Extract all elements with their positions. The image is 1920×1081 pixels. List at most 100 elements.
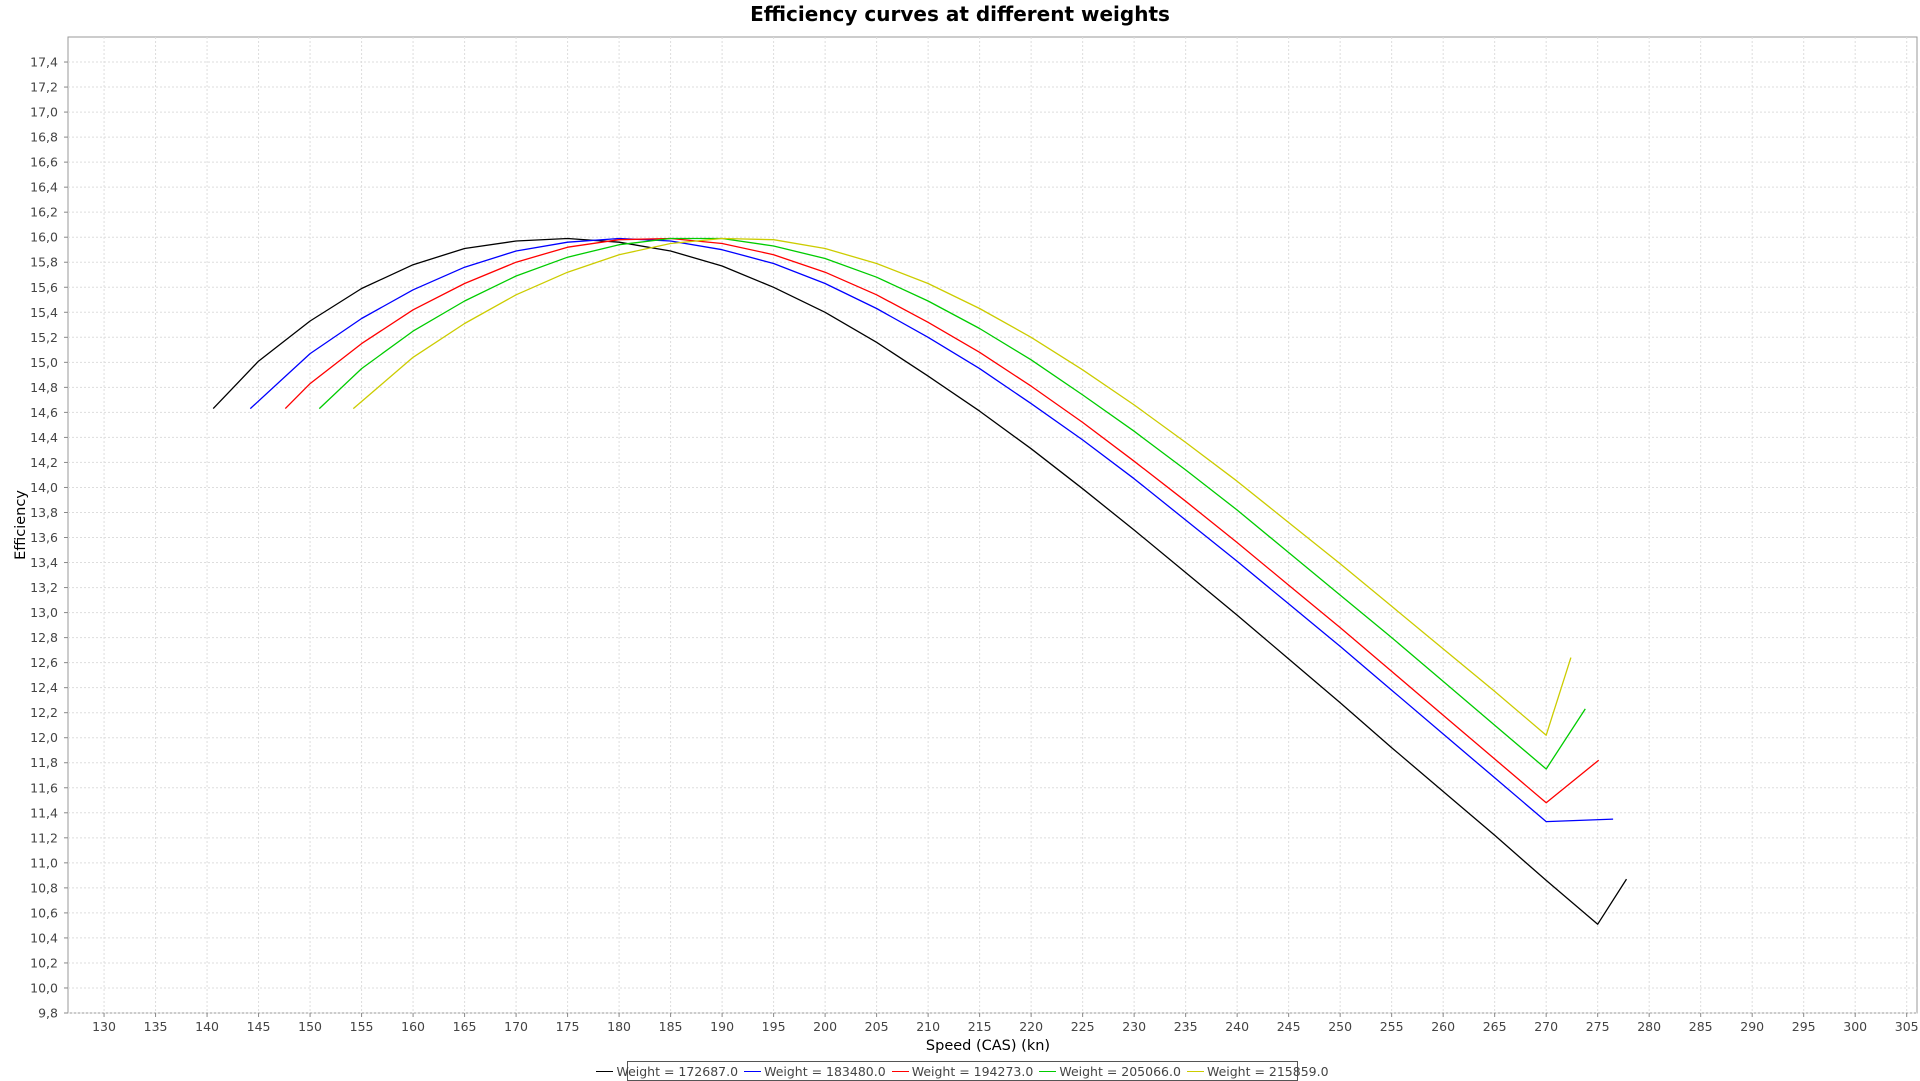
x-tick-label: 185 (659, 1019, 683, 1034)
x-tick-label: 145 (247, 1019, 271, 1034)
y-tick-label: 10,0 (30, 980, 58, 995)
legend-item: Weight = 172687.0 (596, 1064, 738, 1079)
x-tick-label: 290 (1740, 1019, 1764, 1034)
x-tick-label: 265 (1483, 1019, 1507, 1034)
x-tick-label: 150 (298, 1019, 322, 1034)
x-tick-label: 250 (1328, 1019, 1352, 1034)
y-axis-label: Efficiency (13, 490, 29, 560)
x-axis-label: Speed (CAS) (kn) (926, 1038, 1050, 1054)
y-tick-label: 15,0 (30, 355, 58, 370)
series-line-1 (212, 237, 1628, 925)
y-tick-label: 13,0 (30, 605, 58, 620)
x-tick-label: 160 (401, 1019, 425, 1034)
y-tick-label: 15,2 (30, 330, 58, 345)
x-tick-label: 180 (607, 1019, 631, 1034)
x-tick-label: 130 (92, 1019, 116, 1034)
y-tick-label: 15,4 (30, 305, 58, 320)
y-tick-label: 10,2 (30, 955, 58, 970)
x-tick-label: 195 (762, 1019, 786, 1034)
y-tick-label: 14,0 (30, 480, 58, 495)
x-tick-label: 205 (865, 1019, 889, 1034)
y-tick-label: 16,8 (30, 130, 58, 145)
y-tick-label: 10,8 (30, 880, 58, 895)
x-tick-label: 165 (453, 1019, 477, 1034)
y-tick-label: 15,8 (30, 255, 58, 270)
y-tick-label: 11,4 (30, 805, 58, 820)
x-tick-label: 155 (350, 1019, 374, 1034)
y-tick-label: 11,8 (30, 755, 58, 770)
grid-layer (68, 37, 1917, 1014)
legend-item: Weight = 194273.0 (891, 1063, 1034, 1079)
legend-item: Weight = 205066.0 (1039, 1064, 1181, 1079)
y-tick-label: 17,2 (30, 80, 58, 95)
chart-title: Efficiency curves at different weights (750, 2, 1170, 26)
y-tick-label: 12,2 (30, 705, 58, 720)
legend-item: Weight = 183480.0 (744, 1064, 886, 1079)
x-tick-label: 140 (195, 1019, 219, 1034)
x-tick-label: 225 (1071, 1019, 1095, 1034)
x-tick-label: 135 (144, 1019, 168, 1034)
x-tick-label: 170 (504, 1019, 528, 1034)
x-tick-label: 285 (1689, 1019, 1713, 1034)
x-tick-label: 215 (968, 1019, 992, 1034)
y-tick-label: 13,6 (30, 530, 58, 545)
x-tick-label: 275 (1586, 1019, 1610, 1034)
x-tick-label: 230 (1122, 1019, 1146, 1034)
plot-area (67, 36, 1918, 1014)
legend-label: Weight = 183480.0 (764, 1063, 886, 1079)
x-tick-label: 175 (556, 1019, 580, 1034)
y-tick-label: 17,4 (30, 55, 58, 70)
y-tick-label: 12,0 (30, 730, 58, 745)
y-tick-label: 12,8 (30, 630, 58, 645)
legend-swatch (1186, 1070, 1204, 1072)
y-tick-label: 11,2 (30, 830, 58, 845)
y-tick-label: 15,6 (30, 280, 58, 295)
y-tick-label: 13,8 (30, 505, 58, 520)
x-tick-label: 300 (1843, 1019, 1867, 1034)
legend-label: Weight = 172687.0 (616, 1063, 739, 1079)
y-tick-label: 16,2 (30, 205, 58, 220)
legend-swatch (744, 1070, 762, 1072)
x-tick-label: 220 (1019, 1019, 1043, 1034)
y-tick-label: 13,4 (30, 555, 58, 570)
legend-swatch (596, 1070, 614, 1072)
legend-label: Weight = 205066.0 (1059, 1063, 1181, 1079)
legend-item: Weight = 215859.0 (1186, 1063, 1329, 1079)
x-tick-label: 190 (710, 1019, 734, 1034)
x-tick-label: 280 (1637, 1019, 1661, 1034)
series-layer (212, 237, 1628, 925)
y-tick-label: 14,2 (30, 455, 58, 470)
y-tick-label: 12,6 (30, 655, 58, 670)
x-tick-label: 270 (1534, 1019, 1558, 1034)
y-tick-label: 16,0 (30, 230, 58, 245)
y-tick-label: 10,6 (30, 905, 58, 920)
legend-label: Weight = 215859.0 (1206, 1063, 1329, 1079)
y-tick-label: 11,0 (30, 855, 58, 870)
legend-swatch (1039, 1070, 1057, 1072)
legend: Weight = 172687.0 Weight = 183480.0 Weight… (596, 1061, 1329, 1081)
y-tick-label: 9,8 (38, 1006, 58, 1021)
y-tick-label: 17,0 (30, 105, 58, 120)
legend-swatch (891, 1070, 909, 1072)
x-tick-label: 295 (1792, 1019, 1816, 1034)
x-tick-label: 210 (916, 1019, 940, 1034)
y-tick-label: 11,6 (30, 780, 58, 795)
series-line-3 (284, 237, 1600, 804)
x-tick-label: 245 (1277, 1019, 1301, 1034)
y-tick-label: 13,2 (30, 580, 58, 595)
x-tick-label: 255 (1380, 1019, 1404, 1034)
y-tick-label: 12,4 (30, 680, 58, 695)
y-tick-label: 14,4 (30, 430, 58, 445)
legend-label: Weight = 194273.0 (911, 1063, 1034, 1079)
axis-layer: 130 135 140 145 150 155 160 165 170 175 180 185 190 1… (30, 55, 1918, 1034)
x-tick-label: 260 (1431, 1019, 1455, 1034)
y-tick-label: 16,4 (30, 180, 58, 195)
y-tick-label: 14,8 (30, 380, 58, 395)
x-tick-label: 305 (1895, 1019, 1919, 1034)
series-line-2 (249, 237, 1614, 823)
y-tick-label: 14,6 (30, 405, 58, 420)
series-line-5 (352, 237, 1572, 736)
x-tick-label: 240 (1225, 1019, 1249, 1034)
x-tick-label: 235 (1174, 1019, 1198, 1034)
